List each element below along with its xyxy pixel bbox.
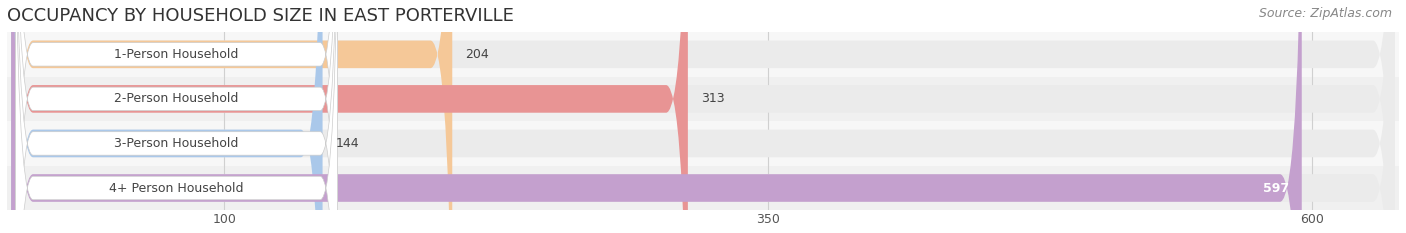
Bar <box>7 121 1399 166</box>
FancyBboxPatch shape <box>11 0 1395 233</box>
Text: 4+ Person Household: 4+ Person Household <box>110 182 243 195</box>
Bar <box>7 32 1399 77</box>
FancyBboxPatch shape <box>11 0 322 233</box>
FancyBboxPatch shape <box>11 0 1395 233</box>
Text: 597: 597 <box>1263 182 1289 195</box>
FancyBboxPatch shape <box>15 0 337 233</box>
Bar <box>7 166 1399 210</box>
FancyBboxPatch shape <box>11 0 1395 233</box>
Text: 144: 144 <box>336 137 360 150</box>
FancyBboxPatch shape <box>11 0 1302 233</box>
Text: Source: ZipAtlas.com: Source: ZipAtlas.com <box>1258 7 1392 20</box>
Text: 204: 204 <box>465 48 489 61</box>
Text: OCCUPANCY BY HOUSEHOLD SIZE IN EAST PORTERVILLE: OCCUPANCY BY HOUSEHOLD SIZE IN EAST PORT… <box>7 7 513 25</box>
FancyBboxPatch shape <box>15 0 337 233</box>
FancyBboxPatch shape <box>15 0 337 233</box>
Bar <box>7 77 1399 121</box>
FancyBboxPatch shape <box>15 0 337 233</box>
Text: 2-Person Household: 2-Person Household <box>114 93 239 105</box>
Text: 3-Person Household: 3-Person Household <box>114 137 239 150</box>
Text: 313: 313 <box>702 93 724 105</box>
FancyBboxPatch shape <box>11 0 1395 233</box>
Text: 1-Person Household: 1-Person Household <box>114 48 239 61</box>
FancyBboxPatch shape <box>11 0 688 233</box>
FancyBboxPatch shape <box>11 0 453 233</box>
